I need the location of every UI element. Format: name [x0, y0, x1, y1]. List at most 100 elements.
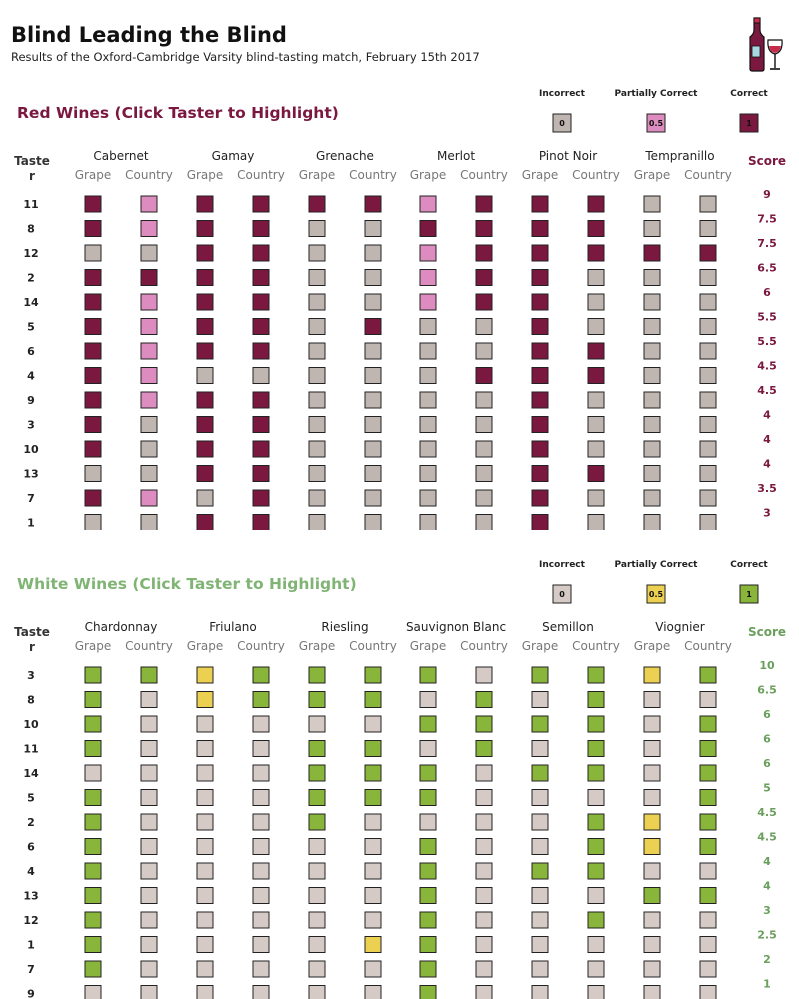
result-cell: [308, 715, 326, 733]
result-cell: [643, 293, 661, 311]
result-cell: [252, 764, 270, 782]
result-cell: [643, 838, 661, 855]
taster-label[interactable]: 11: [23, 743, 38, 756]
taster-header: Taste: [14, 154, 50, 168]
taster-label[interactable]: 1: [27, 517, 35, 530]
score-label: 3: [763, 904, 771, 917]
taster-label[interactable]: 7: [27, 963, 35, 976]
result-cell: [419, 960, 437, 978]
result-cell: [587, 936, 605, 953]
result-cell: [475, 691, 493, 708]
taster-label[interactable]: 6: [27, 345, 35, 358]
result-cell: [252, 740, 270, 757]
taster-label[interactable]: 13: [23, 890, 38, 903]
taster-label[interactable]: 9: [27, 394, 35, 407]
result-cell: [643, 936, 661, 953]
result-cell: [475, 862, 493, 880]
result-cell: [643, 391, 661, 409]
result-cell: [699, 440, 717, 458]
taster-label[interactable]: 12: [23, 914, 38, 927]
result-cell: [643, 887, 661, 904]
result-cell: [475, 838, 493, 855]
result-cell: [587, 789, 605, 806]
taster-label[interactable]: 6: [27, 841, 35, 854]
taster-label[interactable]: 1: [27, 939, 35, 952]
result-cell: [643, 195, 661, 213]
taster-label[interactable]: 2: [27, 272, 35, 285]
result-cell: [252, 691, 270, 708]
taster-label[interactable]: 9: [27, 988, 35, 999]
wine-header: Merlot: [437, 149, 475, 163]
result-cell: [531, 911, 549, 929]
wine-header: Tempranillo: [644, 149, 714, 163]
taster-label[interactable]: 5: [27, 792, 35, 805]
result-cell: [531, 764, 549, 782]
result-cell: [308, 293, 326, 311]
result-cell: [419, 936, 437, 953]
result-cell: [252, 936, 270, 953]
score-label: 4.5: [757, 806, 777, 819]
taster-label[interactable]: 13: [23, 468, 38, 481]
result-cell: [364, 887, 382, 904]
result-cell: [364, 911, 382, 929]
result-cell: [84, 936, 102, 953]
taster-label[interactable]: 14: [23, 767, 39, 780]
taster-label[interactable]: 14: [23, 296, 39, 309]
result-cell: [84, 985, 102, 999]
result-cell: [308, 367, 326, 384]
section-title[interactable]: White Wines (Click Taster to Highlight): [17, 575, 357, 593]
result-cell: [419, 813, 437, 831]
result-cell: [531, 960, 549, 978]
taster-label[interactable]: 12: [23, 247, 38, 260]
result-cell: [252, 960, 270, 978]
legend-value: 0.5: [649, 119, 664, 128]
result-cell: [308, 244, 326, 262]
result-cell: [587, 740, 605, 757]
taster-label[interactable]: 7: [27, 492, 35, 505]
taster-label[interactable]: 3: [27, 669, 35, 682]
taster-label[interactable]: 4: [27, 865, 35, 878]
result-cell: [643, 764, 661, 782]
result-cell: [531, 440, 549, 458]
result-cell: [140, 740, 158, 757]
taster-label[interactable]: 10: [23, 718, 39, 731]
result-cell: [419, 715, 437, 733]
taster-label[interactable]: 8: [27, 223, 35, 236]
result-cell: [196, 342, 214, 360]
section-title[interactable]: Red Wines (Click Taster to Highlight): [17, 104, 339, 122]
result-cell: [699, 489, 717, 507]
result-cell: [196, 440, 214, 458]
score-label: 2: [763, 953, 771, 966]
legend-value: 0: [559, 119, 565, 128]
result-cell: [308, 862, 326, 880]
taster-label[interactable]: 8: [27, 694, 35, 707]
taster-label[interactable]: 10: [23, 443, 39, 456]
result-cell: [308, 838, 326, 855]
taster-label[interactable]: 2: [27, 816, 35, 829]
result-cell: [699, 740, 717, 757]
taster-label[interactable]: 5: [27, 321, 35, 334]
result-cell: [84, 318, 102, 335]
result-cell: [84, 514, 102, 530]
result-cell: [140, 887, 158, 904]
result-cell: [475, 936, 493, 953]
result-cell: [531, 342, 549, 360]
taster-label[interactable]: 3: [27, 419, 35, 432]
result-cell: [643, 813, 661, 831]
taster-label[interactable]: 4: [27, 370, 35, 383]
result-cell: [699, 715, 717, 733]
result-cell: [252, 367, 270, 384]
result-cell: [587, 489, 605, 507]
result-cell: [475, 985, 493, 999]
result-cell: [196, 887, 214, 904]
result-cell: [308, 960, 326, 978]
grape-subheader: Grape: [299, 639, 336, 653]
result-cell: [699, 666, 717, 684]
result-cell: [84, 244, 102, 262]
taster-label[interactable]: 11: [23, 198, 38, 211]
result-cell: [643, 342, 661, 360]
result-cell: [196, 367, 214, 384]
wine-header: Cabernet: [93, 149, 148, 163]
result-cell: [84, 960, 102, 978]
country-subheader: Country: [125, 639, 173, 653]
